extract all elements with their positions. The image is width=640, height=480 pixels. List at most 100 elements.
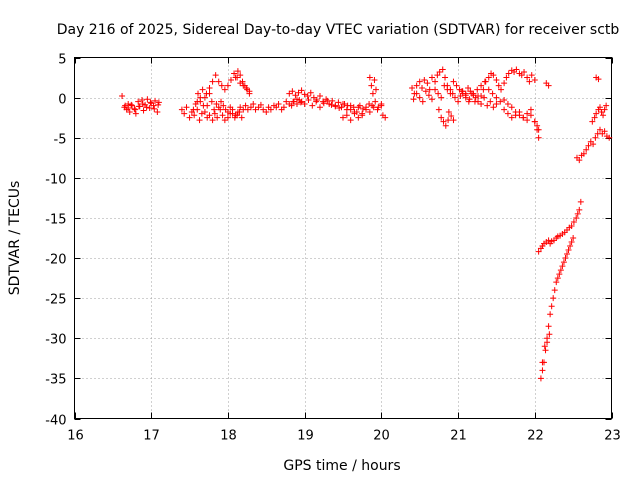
data-point	[206, 112, 213, 119]
data-point	[197, 98, 204, 105]
data-point	[545, 82, 552, 89]
data-point	[580, 150, 587, 157]
data-point	[218, 98, 225, 105]
data-point	[335, 99, 342, 106]
data-point	[343, 106, 350, 113]
data-point	[570, 218, 577, 225]
y-axis-title: SDTVAR / TECUs	[7, 181, 23, 296]
data-point	[374, 106, 381, 113]
data-point	[487, 98, 494, 105]
data-point	[440, 118, 447, 125]
data-point	[340, 114, 346, 121]
data-point	[551, 287, 558, 294]
data-point	[547, 311, 554, 318]
data-point	[146, 105, 153, 112]
data-point	[453, 82, 460, 89]
data-point	[305, 97, 312, 104]
data-point	[131, 105, 138, 112]
data-point	[478, 82, 485, 89]
data-point	[425, 92, 432, 99]
data-point	[355, 114, 362, 121]
data-point	[568, 222, 575, 229]
data-point	[280, 104, 287, 111]
data-point	[227, 76, 234, 83]
data-point	[220, 102, 227, 109]
data-point	[301, 91, 308, 98]
data-point	[448, 113, 455, 120]
data-point	[139, 101, 146, 108]
data-point	[209, 78, 216, 85]
data-point	[183, 104, 190, 111]
data-point	[263, 109, 270, 116]
data-point	[250, 101, 257, 108]
data-point	[541, 343, 548, 350]
data-point	[527, 112, 534, 119]
data-point	[204, 102, 211, 109]
data-point	[332, 103, 339, 110]
data-point	[382, 114, 389, 121]
data-point	[568, 239, 575, 246]
data-point	[524, 117, 531, 124]
data-point	[531, 76, 538, 83]
data-point	[366, 74, 373, 81]
data-point	[152, 97, 159, 104]
data-point	[237, 104, 244, 111]
data-point	[481, 94, 488, 101]
data-point	[591, 114, 598, 121]
data-point	[234, 112, 241, 119]
data-point	[178, 106, 185, 113]
data-point	[246, 90, 253, 97]
data-point	[229, 110, 236, 117]
data-point	[508, 104, 515, 111]
data-point	[556, 271, 563, 278]
data-point	[513, 66, 520, 73]
data-point	[452, 94, 459, 101]
data-point	[368, 82, 375, 89]
data-point	[559, 263, 566, 270]
data-point	[421, 76, 428, 83]
data-point	[470, 90, 477, 97]
data-point	[593, 110, 600, 117]
data-point	[313, 98, 320, 105]
data-point	[545, 237, 552, 244]
y-axis-tick-labels: 5 0 -5 -10 -15 -20 -25 -30 -35 -40	[45, 53, 66, 429]
data-point	[292, 92, 299, 99]
data-point	[215, 104, 222, 111]
data-point	[432, 86, 439, 93]
data-point	[576, 157, 583, 164]
data-point	[542, 347, 549, 354]
data-point	[455, 98, 462, 105]
data-point	[516, 109, 523, 116]
data-point	[304, 93, 311, 100]
data-point	[147, 99, 154, 106]
data-point	[366, 101, 373, 108]
data-point	[546, 331, 553, 338]
data-point	[289, 88, 296, 95]
data-point	[462, 92, 469, 99]
data-point	[232, 74, 239, 81]
data-point	[485, 74, 492, 81]
data-point	[495, 82, 502, 89]
data-point	[466, 96, 473, 103]
data-point	[531, 118, 538, 125]
data-point	[583, 146, 590, 153]
data-point	[257, 101, 264, 108]
data-point	[504, 101, 511, 108]
data-point	[478, 101, 485, 108]
data-point	[544, 339, 551, 346]
data-point	[198, 110, 205, 117]
x-tick-label: 18	[220, 429, 237, 444]
data-point	[122, 102, 129, 109]
data-point	[409, 84, 416, 91]
data-point	[480, 86, 487, 93]
data-point	[260, 106, 267, 113]
data-point	[132, 110, 139, 117]
data-point	[155, 101, 162, 108]
data-point	[307, 89, 314, 96]
data-point	[528, 72, 535, 79]
data-point	[504, 110, 511, 117]
y-tick-label: -30	[45, 333, 66, 348]
data-point	[359, 105, 366, 112]
data-point	[288, 102, 295, 109]
